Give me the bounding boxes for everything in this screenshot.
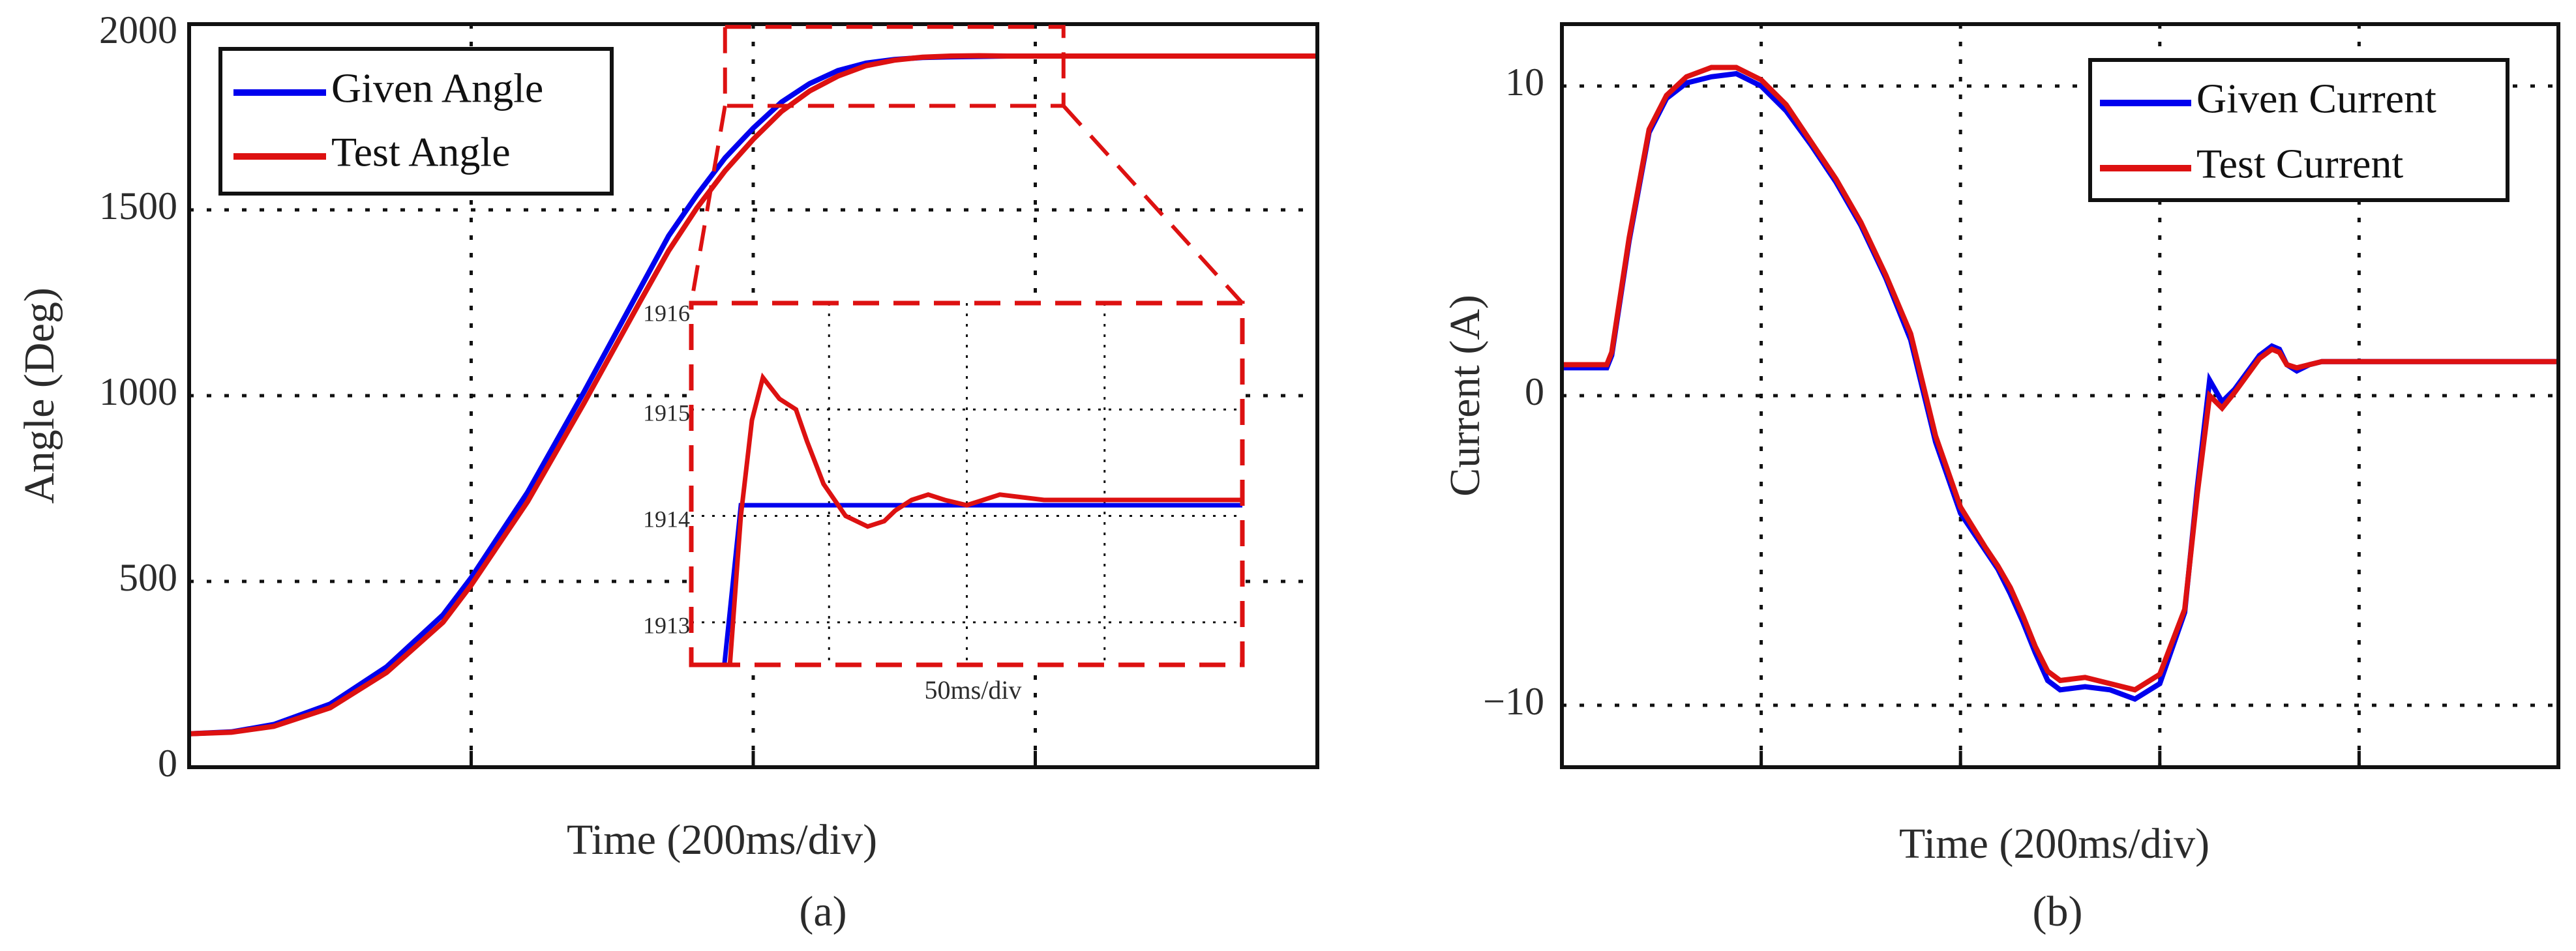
inset-series-line-test-angle bbox=[691, 372, 1242, 667]
x-axis-label: Time (200ms/div) bbox=[1899, 820, 2209, 868]
series-line-test-current bbox=[1562, 65, 2558, 693]
y-tick-label: 500 bbox=[119, 556, 177, 599]
y-axis-label: Current (A) bbox=[1441, 295, 1489, 497]
inset-y-tick-label: 1914 bbox=[643, 506, 690, 532]
y-tick-label: −10 bbox=[1483, 680, 1544, 723]
y-tick-label: 0 bbox=[158, 742, 177, 785]
legend-label-test-current: Test Current bbox=[2196, 141, 2403, 187]
panel-label: (b) bbox=[2033, 888, 2083, 935]
zoom-connector-right bbox=[1062, 104, 1244, 305]
legend-label-test-angle: Test Angle bbox=[331, 129, 511, 175]
y-tick-label: 10 bbox=[1505, 61, 1544, 104]
legend: Given Current Test Current bbox=[2088, 58, 2509, 202]
y-tick-label: 1000 bbox=[99, 370, 177, 413]
panel-b-frame bbox=[1560, 22, 2560, 769]
inset-y-tick-label: 1916 bbox=[643, 300, 690, 326]
zoom-indicator bbox=[689, 25, 1244, 305]
x-axis-label: Time (200ms/div) bbox=[567, 816, 877, 864]
zoom-connector-left bbox=[689, 105, 727, 304]
inset-y-tick-label: 1913 bbox=[643, 612, 690, 638]
panel-a-frame bbox=[187, 22, 1319, 769]
inset-plot: 1916 1915 1914 1913 50ms/div bbox=[643, 300, 1245, 705]
legend-box bbox=[218, 47, 614, 196]
y-axis-label: Angle (Deg) bbox=[16, 287, 63, 504]
legend: Given Angle Test Angle bbox=[218, 47, 614, 196]
panel-a: 0 500 1000 1500 2000 Angle (Deg) Time (2… bbox=[16, 8, 1319, 935]
legend-label-given-angle: Given Angle bbox=[331, 65, 543, 111]
legend-label-given-current: Given Current bbox=[2196, 76, 2436, 122]
inset-grid bbox=[691, 303, 1242, 665]
inset-background bbox=[691, 303, 1242, 665]
panel-b: −10 0 10 Current (A) Time (200ms/div) (b… bbox=[1441, 22, 2560, 935]
inset-frame bbox=[689, 300, 1245, 667]
y-tick-label: 0 bbox=[1525, 370, 1544, 413]
series-line-test-angle bbox=[188, 53, 1317, 737]
inset-series-line-given-angle bbox=[691, 503, 1242, 667]
panel-label: (a) bbox=[799, 888, 846, 935]
y-tick-label: 2000 bbox=[99, 8, 177, 51]
y-tick-label: 1500 bbox=[99, 184, 177, 227]
inset-scale-note: 50ms/div bbox=[925, 675, 1022, 705]
legend-box bbox=[2088, 58, 2509, 202]
zoom-source-box bbox=[723, 25, 1066, 108]
inset-y-tick-label: 1915 bbox=[643, 400, 690, 426]
panel-a-series bbox=[188, 53, 1317, 737]
